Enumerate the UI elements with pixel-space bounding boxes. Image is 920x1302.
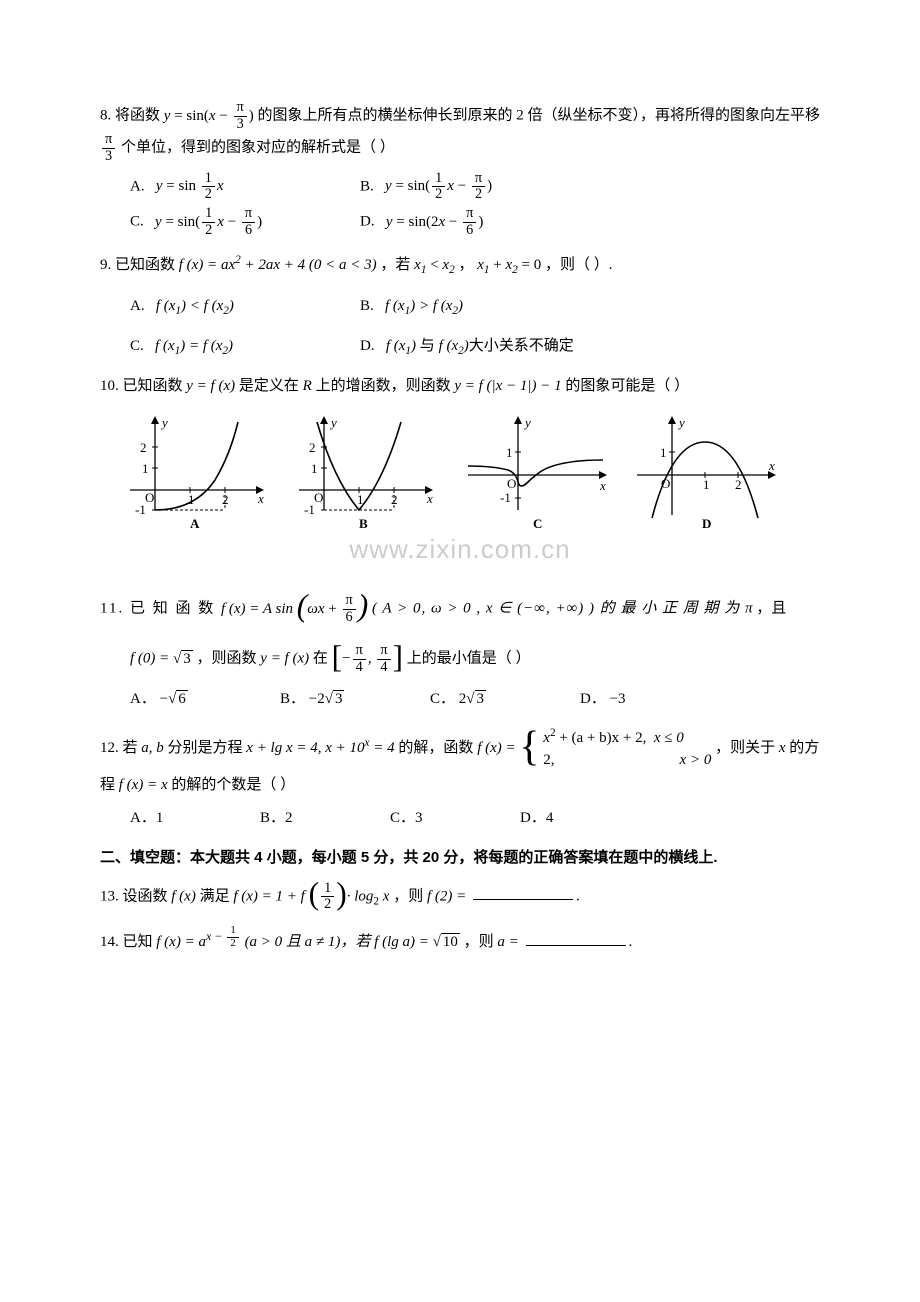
q8-stem-a: 8. 将函数: [100, 108, 164, 124]
q8-opt-a: A. y = sin 12x: [130, 171, 310, 203]
question-13: 13. 设函数 f (x) 满足 f (x) = 1 + f (12)· log…: [100, 881, 820, 913]
svg-text:O: O: [507, 476, 516, 491]
graph-b: yx O 2 1 -1 1 2 B: [289, 410, 444, 530]
q12-opt-a: A．1: [130, 805, 210, 832]
q11-opt-c: C． 2√3: [430, 686, 530, 713]
svg-text:y: y: [329, 415, 337, 430]
graph-d: yx O 1 1 2 D: [627, 410, 782, 530]
svg-text:2: 2: [735, 477, 742, 492]
svg-text:O: O: [314, 490, 323, 505]
q9-options: A. f (x1) < f (x2) B. f (x1) > f (x2) C.…: [100, 293, 820, 362]
q12-opt-c: C．3: [390, 805, 470, 832]
blank-14: [526, 930, 626, 946]
question-9: 9. 已知函数 f (x) = ax2 + 2ax + 4 (0 < a < 3…: [100, 250, 820, 361]
svg-text:y: y: [160, 415, 168, 430]
svg-text:1: 1: [660, 445, 667, 460]
svg-text:x: x: [426, 491, 433, 506]
q11-opt-b: B． −2√3: [280, 686, 380, 713]
q12-opt-b: B．2: [260, 805, 340, 832]
svg-text:1: 1: [142, 461, 149, 476]
q8-stem-b: 的图象上所有点的横坐标伸长到原来的 2 倍（纵坐标不变），再将所得的图象向左平移: [258, 108, 821, 124]
q8-opt-d: D. y = sin(2x − π6): [360, 206, 540, 238]
q8-options: A. y = sin 12x B. y = sin(12x − π2) C. y…: [100, 171, 820, 239]
svg-text:-1: -1: [500, 490, 511, 505]
q8-func: y = sin(x − π3): [164, 108, 258, 124]
q8-stem-c: 个单位，得到的图象对应的解析式是（ ）: [121, 140, 395, 156]
svg-text:1: 1: [703, 477, 710, 492]
svg-text:2: 2: [391, 492, 398, 507]
svg-text:A: A: [190, 516, 200, 530]
svg-text:1: 1: [311, 461, 318, 476]
svg-text:x: x: [257, 491, 264, 506]
svg-text:2: 2: [140, 440, 147, 455]
graph-a: y x O 2 1 -1 1 2 A: [120, 410, 275, 530]
svg-text:2: 2: [309, 440, 316, 455]
svg-text:y: y: [677, 415, 685, 430]
question-14: 14. 已知 f (x) = ax − 12 (a > 0 且 a ≠ 1)，若…: [100, 925, 820, 956]
blank-13: [473, 884, 573, 900]
q8-opt-b: B. y = sin(12x − π2): [360, 171, 540, 203]
q11-opt-a: A． −√6: [130, 686, 230, 713]
svg-text:-1: -1: [304, 502, 315, 517]
graph-c: yx O 1 -1 C: [458, 410, 613, 530]
piecewise-func: { x2 + (a + b)x + 2, x ≤ 0 2,x > 0: [519, 725, 711, 772]
svg-text:O: O: [145, 490, 154, 505]
question-8: 8. 将函数 y = sin(x − π3) 的图象上所有点的横坐标伸长到原来的…: [100, 100, 820, 238]
q8-opt-c: C. y = sin(12x − π6): [130, 206, 310, 238]
svg-text:2: 2: [222, 492, 229, 507]
svg-text:D: D: [702, 516, 711, 530]
q9-opt-c: C. f (x1) = f (x2): [130, 333, 310, 361]
q8-pi3: π3: [102, 132, 115, 164]
watermark: www.zixin.com.cn: [100, 526, 820, 573]
question-11: 11. 已 知 函 数 f (x) = A sin (ωx + π6) ( A …: [100, 593, 820, 713]
svg-text:-1: -1: [135, 502, 146, 517]
q11-opt-d: D． −3: [580, 686, 680, 713]
q9-opt-d: D. f (x1) 与 f (x2)大小关系不确定: [360, 333, 574, 361]
q9-opt-a: A. f (x1) < f (x2): [130, 293, 310, 321]
q12-options: A．1 B．2 C．3 D．4: [100, 805, 820, 832]
q9-opt-b: B. f (x1) > f (x2): [360, 293, 540, 321]
q10-graphs: yx O 2 1 -1 1 2 A yx O 2 1 -1 1 2 B: [120, 410, 820, 530]
question-10: 10. 已知函数 y = f (x) 是定义在 R 上的增函数，则函数 y = …: [100, 373, 820, 573]
svg-text:x: x: [768, 458, 775, 473]
svg-text:x: x: [599, 478, 606, 493]
svg-text:1: 1: [188, 492, 195, 507]
svg-text:y: y: [523, 415, 531, 430]
svg-text:1: 1: [506, 445, 513, 460]
section-2-heading: 二、填空题：本大题共 4 小题，每小题 5 分，共 20 分，将每题的正确答案填…: [100, 844, 820, 871]
q12-opt-d: D．4: [520, 805, 600, 832]
q11-options: A． −√6 B． −2√3 C． 2√3 D． −3: [100, 686, 820, 713]
question-12: 12. 若 a, b 分别是方程 x + lg x = 4, x + 10x =…: [100, 725, 820, 832]
